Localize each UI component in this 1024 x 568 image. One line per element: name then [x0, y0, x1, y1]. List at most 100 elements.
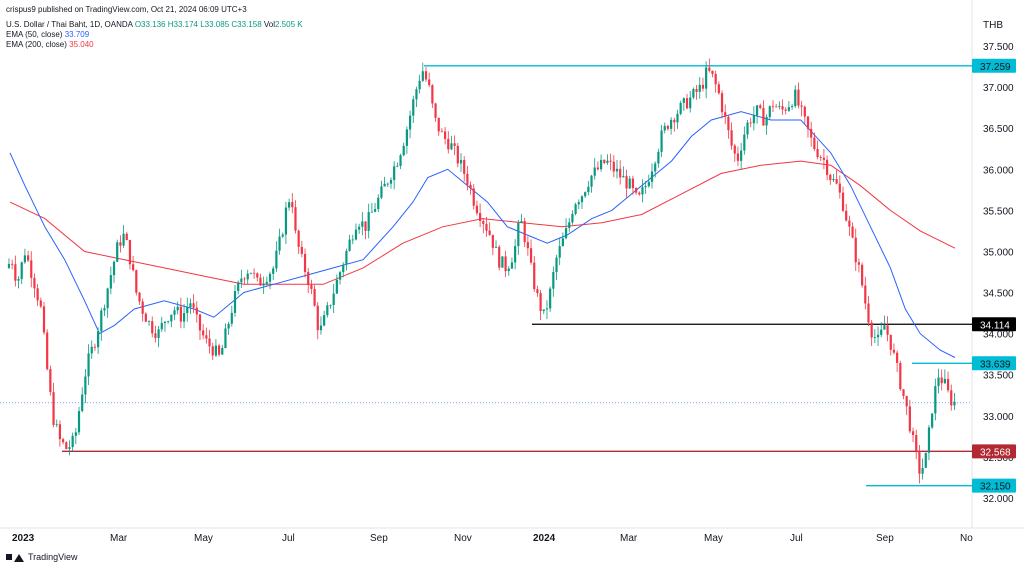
candle-body [676, 113, 679, 123]
candle-body [42, 306, 46, 333]
candle-body [911, 431, 915, 436]
candle-body [625, 176, 628, 189]
y-tick-label: 33.000 [983, 412, 1014, 423]
candle-body [358, 226, 361, 230]
candle-body [198, 314, 202, 331]
candle-body [740, 150, 743, 161]
candle-body [176, 306, 179, 311]
candle-body [55, 424, 58, 426]
candle-body [463, 159, 466, 174]
candle-body [147, 321, 151, 322]
candle-body [561, 238, 564, 247]
candle-body [746, 122, 749, 135]
candle-body [593, 167, 596, 176]
price-badge-label: 32.568 [980, 447, 1011, 458]
candle-body [195, 307, 198, 315]
price-badge [972, 317, 1016, 332]
candle-body [77, 411, 81, 433]
candle-body [946, 378, 950, 391]
tradingview-brand[interactable]: TradingView [6, 552, 78, 562]
price-badge [972, 478, 1016, 493]
candle-body [873, 337, 876, 339]
candle-body [453, 143, 456, 146]
candle-body [504, 256, 507, 272]
x-tick-label: Mar [110, 533, 128, 544]
y-tick-label: 33.500 [983, 371, 1014, 382]
candle-body [539, 293, 542, 312]
candle-body [743, 134, 746, 151]
x-tick-label: May [704, 533, 723, 544]
candle-body [931, 413, 934, 428]
candle-body [689, 97, 692, 109]
candle-body [924, 452, 927, 468]
tradingview-logo-icon [6, 552, 24, 562]
ema200-legend[interactable]: EMA (200, close) 35.040 [6, 40, 94, 49]
symbol-name[interactable]: U.S. Dollar / Thai Baht, 1D, OANDA [6, 20, 133, 29]
candle-body [424, 71, 428, 80]
publisher-line: crispus9 published on TradingView.com, O… [6, 5, 247, 14]
candle-body [835, 179, 838, 184]
candle-body [97, 331, 100, 348]
candle-body [221, 348, 224, 355]
candle-body [112, 261, 116, 276]
candle-body [908, 406, 911, 432]
x-tick-label: Nov [454, 533, 472, 544]
volume-value: 2.505 K [275, 20, 303, 29]
candle-body [599, 159, 603, 170]
candle-body [141, 301, 144, 314]
candle-body [654, 163, 657, 172]
candle-body [475, 205, 479, 214]
candle-body [163, 321, 167, 324]
high-value: H33.174 [167, 20, 198, 29]
candle-body [606, 160, 609, 163]
y-tick-label: 36.500 [983, 124, 1014, 135]
candle-body [160, 323, 163, 330]
ema50-legend[interactable]: EMA (50, close) 33.709 [6, 30, 89, 39]
candle-body [14, 264, 17, 281]
candle-body [479, 213, 482, 221]
candle-body [348, 239, 351, 251]
candle-body [109, 275, 112, 289]
candle-body [30, 260, 33, 278]
x-tick-label: Sep [876, 533, 894, 544]
candle-body [319, 325, 323, 331]
candle-body [679, 102, 682, 114]
candle-body [434, 103, 437, 118]
candle-body [256, 273, 259, 278]
candle-body [886, 325, 889, 335]
candle-body [752, 115, 755, 124]
candle-body [122, 233, 125, 246]
candle-body [418, 80, 421, 90]
candle-body [249, 272, 253, 274]
candle-body [252, 272, 256, 274]
candle-body [23, 255, 26, 263]
candle-body [485, 223, 488, 231]
candle-body [278, 236, 281, 251]
candle-body [224, 328, 227, 349]
candle-body [510, 262, 514, 269]
candle-body [953, 401, 956, 406]
candle-body [128, 239, 132, 265]
candle-body [673, 119, 676, 123]
candle-body [733, 145, 736, 154]
price-scale: 37.500 37.000 36.500 36.000 35.500 35.000 34.5… [983, 42, 1014, 505]
candle-body [555, 257, 558, 272]
candle-body [380, 186, 383, 198]
candle-body [854, 237, 857, 263]
candle-body [431, 85, 434, 104]
candle-body [514, 246, 517, 263]
candle-body [240, 278, 243, 283]
candle-body [542, 309, 545, 312]
price-badge-label: 37.259 [980, 62, 1011, 73]
candle-body [892, 349, 896, 353]
candle-body [797, 89, 800, 106]
currency-label: THB [983, 20, 1003, 31]
candle-body [896, 352, 899, 363]
brand-label: TradingView [28, 552, 78, 562]
candle-body [361, 221, 364, 227]
candle-body [443, 131, 447, 139]
candle-body [822, 157, 826, 160]
candle-body [867, 303, 870, 323]
candle-body [106, 288, 109, 309]
